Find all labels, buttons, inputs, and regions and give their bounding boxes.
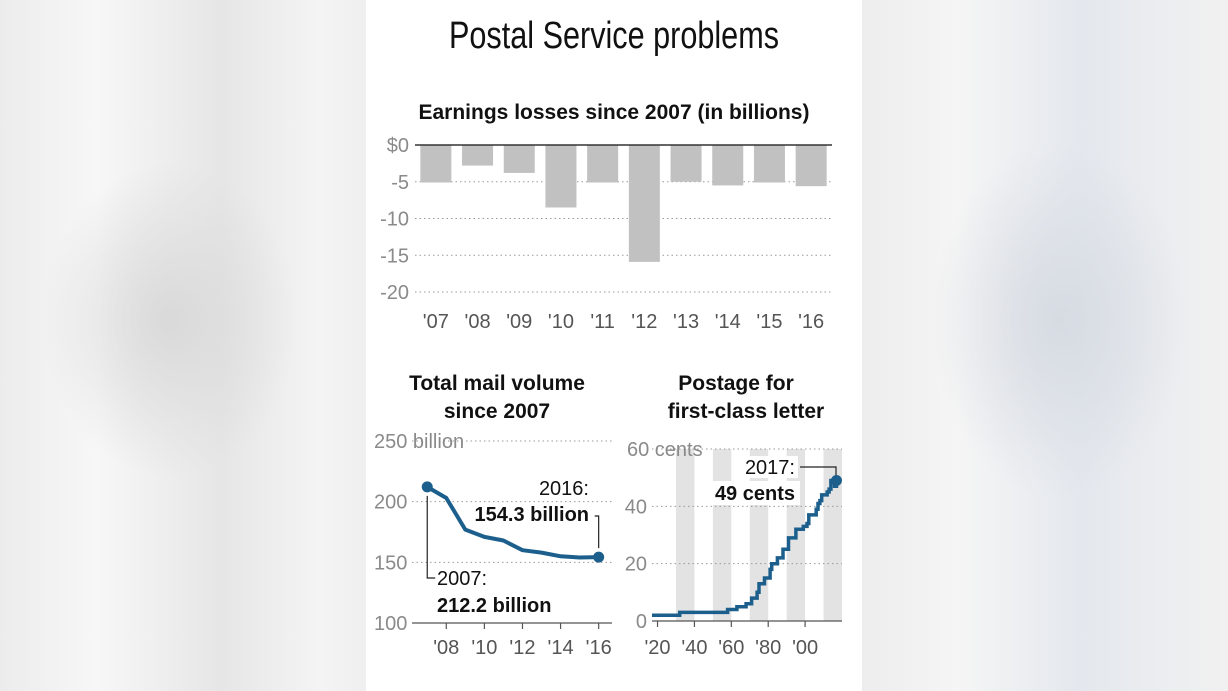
main-title: Postal Service problems	[449, 15, 779, 57]
postage-x-axis: '20 '40 '60 '80 '00	[644, 621, 818, 659]
postage-y-tick-label: 0	[636, 611, 647, 633]
background-blur-right	[930, 140, 1190, 500]
postage-y-tick-label: 60 cents	[627, 439, 703, 461]
mail-volume-start-point	[421, 481, 433, 493]
mail-volume-y-axis: 250 billion 200 150 100	[374, 431, 464, 635]
earnings-x-tick-label: '11	[590, 311, 615, 333]
postage-end-value: 49 cents	[715, 483, 795, 505]
postage-title-line1: Postage for	[678, 372, 794, 395]
mail-volume-gridlines	[412, 440, 612, 563]
earnings-gridlines	[415, 181, 832, 293]
mail-volume-x-tick-label: '12	[509, 637, 535, 659]
earnings-x-tick-label: '16	[798, 311, 824, 333]
earnings-bar	[628, 145, 660, 262]
postage-line	[652, 478, 839, 618]
mail-volume-end-value: 154.3 billion	[475, 504, 589, 526]
postage-y-axis: 60 cents 40 20 0	[625, 439, 703, 633]
earnings-y-tick-label: -15	[380, 245, 409, 267]
mail-volume-x-tick-label: '14	[548, 637, 574, 659]
earnings-bar	[545, 145, 577, 208]
mail-volume-y-tick-label: 250 billion	[374, 431, 464, 453]
mail-volume-start-label: 2007:	[437, 568, 487, 590]
postage-x-tick-label: '40	[681, 637, 707, 659]
postage-x-tick-label: '60	[718, 637, 744, 659]
earnings-bar	[712, 145, 744, 186]
postage-leader-line	[800, 466, 837, 478]
mail-volume-end-leader	[594, 515, 600, 549]
postage-label-bg	[738, 456, 798, 478]
earnings-y-axis: $0 -5 -10 -15 -20	[380, 135, 409, 304]
postage-x-tick-label: '20	[644, 637, 670, 659]
earnings-chart-title: Earnings losses since 2007 (in billions)	[419, 101, 810, 124]
postage-decade-band	[675, 449, 695, 621]
postage-end-point	[830, 475, 842, 487]
mail-volume-x-tick-label: '10	[471, 637, 497, 659]
postage-x-tick-label: '80	[755, 637, 781, 659]
earnings-x-tick-label: '13	[673, 311, 699, 333]
mail-volume-chart: Total mail volume since 2007 250 billion…	[374, 372, 612, 659]
earnings-x-tick-label: '09	[506, 311, 532, 333]
postage-value-bg	[712, 481, 800, 505]
earnings-x-tick-label: '15	[756, 311, 782, 333]
postage-x-tick-label: '00	[792, 637, 818, 659]
earnings-bar	[503, 145, 535, 173]
earnings-bar	[587, 145, 619, 183]
mail-volume-x-axis: '08 '10 '12 '14 '16	[433, 623, 612, 659]
mail-volume-x-tick-label: '16	[586, 637, 612, 659]
mail-volume-leader-lines	[426, 495, 600, 579]
earnings-bars	[420, 145, 827, 262]
postage-decade-band	[823, 449, 842, 621]
earnings-bar	[670, 145, 702, 182]
earnings-x-tick-label: '07	[423, 311, 449, 333]
mail-volume-start-leader	[426, 495, 436, 579]
mail-volume-end-point	[593, 551, 605, 563]
earnings-x-axis: '07 '08 '09 '10 '11 '12 '13 '14 '15 '16	[423, 311, 824, 333]
earnings-chart: Earnings losses since 2007 (in billions)…	[380, 101, 832, 333]
mail-volume-y-tick-label: 100	[374, 613, 407, 635]
background-blur-left	[40, 160, 300, 480]
mail-volume-title-line1: Total mail volume	[409, 372, 585, 395]
postage-chart: Postage for first-class letter 60 cents 4…	[625, 372, 842, 659]
mail-volume-end-label: 2016:	[539, 478, 589, 500]
earnings-x-tick-label: '10	[548, 311, 574, 333]
earnings-y-tick-label: $0	[387, 135, 409, 157]
postage-y-tick-label: 20	[625, 554, 647, 576]
infographic-panel	[366, 0, 862, 691]
earnings-y-tick-label: -10	[380, 209, 409, 231]
earnings-x-tick-label: '08	[465, 311, 491, 333]
earnings-y-tick-label: -5	[391, 172, 409, 194]
earnings-x-tick-label: '12	[631, 311, 657, 333]
earnings-bar	[795, 145, 827, 187]
postage-decade-band	[712, 449, 732, 621]
mail-volume-y-tick-label: 200	[374, 492, 407, 514]
postage-title-line2: first-class letter	[668, 400, 824, 423]
earnings-y-tick-label: -20	[380, 282, 409, 304]
postage-gridlines	[652, 448, 842, 565]
earnings-bar	[420, 145, 452, 183]
postage-y-tick-label: 40	[625, 496, 647, 518]
postage-end-label: 2017:	[745, 457, 795, 479]
mail-volume-title-line2: since 2007	[444, 400, 550, 423]
earnings-x-tick-label: '14	[715, 311, 741, 333]
mail-volume-x-tick-label: '08	[433, 637, 459, 659]
mail-volume-line	[426, 485, 599, 560]
earnings-bar	[462, 145, 494, 166]
mail-volume-start-value: 212.2 billion	[437, 595, 551, 617]
mail-volume-y-tick-label: 150	[374, 552, 407, 574]
earnings-bar	[753, 145, 785, 183]
